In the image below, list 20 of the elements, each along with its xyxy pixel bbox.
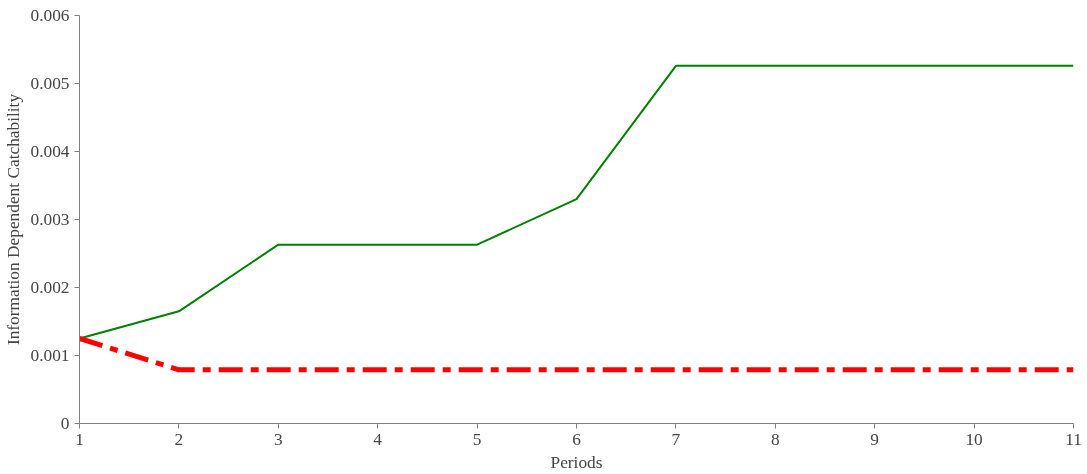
- y-tick-label: 0.004: [30, 142, 70, 161]
- x-tick-label: 9: [870, 429, 880, 449]
- y-axis-title: Information Dependent Catchability: [3, 93, 23, 346]
- y-tick-label: 0.001: [30, 346, 70, 365]
- x-tick-label: 3: [273, 429, 283, 449]
- x-tick-label: 5: [472, 429, 482, 449]
- y-tick-label: 0.006: [30, 6, 70, 25]
- x-tick-label: 11: [1065, 429, 1082, 449]
- x-tick-label: 6: [572, 429, 582, 449]
- x-axis-title: Periods: [550, 452, 603, 472]
- x-tick-label: 7: [671, 429, 681, 449]
- x-tick-label: 10: [965, 429, 983, 449]
- y-tick-label: 0: [60, 414, 70, 433]
- y-tick-label: 0.003: [30, 210, 70, 229]
- y-tick-label: 0.002: [30, 278, 70, 297]
- x-tick-label: 1: [75, 429, 84, 449]
- y-tick-label: 0.005: [30, 74, 70, 93]
- x-tick-label: 2: [174, 429, 184, 449]
- x-tick-label: 8: [770, 429, 780, 449]
- x-tick-label: 4: [373, 429, 383, 449]
